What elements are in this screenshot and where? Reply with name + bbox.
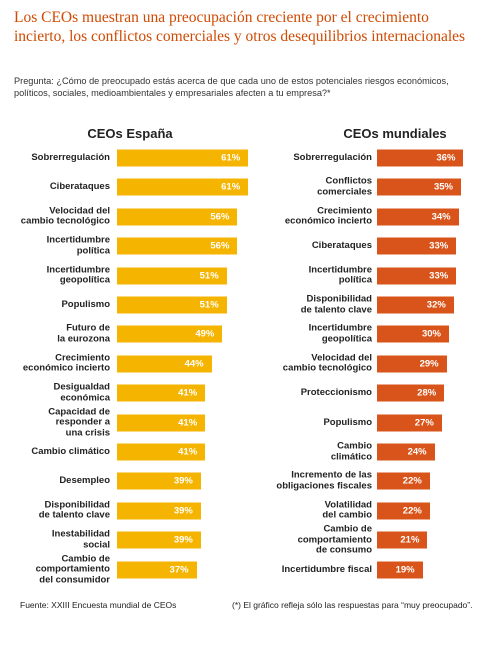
value-label: 29% — [419, 358, 439, 370]
bar — [117, 502, 201, 520]
bar — [117, 208, 238, 226]
category-label: Ciberataques — [49, 181, 110, 193]
category-label: Disponibilidad de talento clave — [38, 499, 110, 521]
category-label: Incertidumbre geopolítica — [308, 322, 372, 345]
value-label: 49% — [195, 328, 215, 340]
bar — [117, 384, 206, 402]
category-label: Incertidumbre política — [46, 234, 110, 257]
bar — [117, 561, 197, 579]
category-label: Disponibilidad de talento clave — [300, 293, 372, 315]
value-label: 28% — [417, 387, 437, 399]
bar — [117, 355, 212, 373]
category-label: Incertidumbre política — [308, 264, 372, 286]
category-label: Futuro de la eurozona — [57, 322, 110, 345]
value-label: 56% — [210, 240, 230, 252]
bar — [117, 267, 227, 285]
bar — [117, 149, 249, 167]
category-label: Velocidad del cambio tecnológico — [282, 352, 372, 374]
bar — [377, 355, 447, 373]
note: (*) El gráfico refleja sólo las respuest… — [232, 600, 473, 610]
value-label: 34% — [431, 211, 451, 223]
bar — [117, 443, 206, 461]
category-label: Desempleo — [59, 475, 110, 487]
value-label: 41% — [178, 417, 198, 429]
bar — [117, 472, 201, 490]
bar — [117, 178, 249, 196]
category-label: Ciberataques — [311, 239, 372, 251]
chart-title: CEOs mundiales — [343, 126, 447, 141]
value-label: 61% — [221, 152, 241, 164]
bar — [377, 531, 428, 549]
value-label: 32% — [426, 299, 446, 311]
value-label: 41% — [178, 387, 198, 399]
category-label: Crecimiento económico incierto — [22, 352, 110, 374]
value-label: 39% — [173, 475, 193, 487]
category-label: Capacidad de responder a una crisis — [48, 405, 110, 438]
category-label: Incremento de las obligaciones fiscales — [276, 469, 372, 492]
category-label: Cambio de comportamiento de consumo — [297, 523, 372, 556]
bar — [377, 472, 430, 490]
value-label: 56% — [210, 211, 230, 223]
value-label: 39% — [173, 534, 193, 546]
bar — [377, 443, 435, 461]
category-label: Incertidumbre geopolítica — [46, 264, 110, 286]
bar — [377, 384, 445, 402]
value-label: 22% — [402, 505, 422, 517]
category-label: Velocidad del cambio tecnológico — [20, 205, 110, 227]
category-label: Cambio climático — [31, 445, 110, 457]
source: Fuente: XXIII Encuesta mundial de CEOs — [20, 600, 177, 610]
bar — [377, 414, 442, 432]
value-label: 39% — [173, 505, 193, 517]
value-label: 27% — [414, 417, 434, 429]
value-label: 22% — [402, 475, 422, 487]
bar — [377, 325, 449, 343]
category-label: Crecimiento económico incierto — [284, 205, 372, 227]
category-label: Desigualdad económica — [53, 381, 111, 404]
category-label: Proteccionismo — [300, 386, 372, 398]
value-label: 61% — [221, 181, 241, 193]
value-label: 37% — [169, 564, 189, 576]
value-label: 51% — [199, 270, 219, 282]
bar — [377, 178, 461, 196]
category-label: Populismo — [323, 416, 372, 428]
bar — [377, 296, 454, 314]
bar — [377, 237, 457, 255]
value-label: 41% — [178, 446, 198, 458]
category-label: Sobrerregulación — [293, 151, 372, 163]
value-label: 19% — [395, 564, 415, 576]
title: Los CEOs muestran una preocupación creci… — [14, 9, 466, 45]
bar — [117, 237, 238, 255]
bar — [117, 414, 206, 432]
category-label: Populismo — [61, 298, 110, 310]
bar — [377, 149, 464, 167]
category-label: Volatilidad del cambio — [322, 499, 372, 521]
chart-title: CEOs España — [87, 126, 173, 141]
bar — [377, 208, 459, 226]
bar — [117, 325, 223, 343]
bar — [117, 296, 227, 314]
bar — [377, 267, 457, 285]
value-label: 44% — [184, 358, 204, 370]
value-label: 35% — [433, 181, 453, 193]
value-label: 36% — [436, 152, 456, 164]
category-label: Cambio de comportamiento del consumidor — [35, 552, 110, 585]
category-label: Inestabilidad social — [51, 528, 110, 551]
value-label: 30% — [421, 328, 441, 340]
value-label: 21% — [400, 534, 420, 546]
value-label: 24% — [407, 446, 427, 458]
value-label: 33% — [429, 270, 449, 282]
question: Pregunta: ¿Cómo de preocupado estás acer… — [14, 76, 449, 98]
category-label: Sobrerregulación — [31, 151, 110, 163]
value-label: 51% — [199, 299, 219, 311]
category-label: Incertidumbre fiscal — [281, 563, 372, 575]
bar — [377, 561, 423, 579]
category-label: Cambio climático — [330, 440, 372, 462]
value-label: 33% — [429, 240, 449, 252]
bar — [117, 531, 201, 549]
category-label: Conflictos comerciales — [317, 175, 372, 198]
bar — [377, 502, 430, 520]
